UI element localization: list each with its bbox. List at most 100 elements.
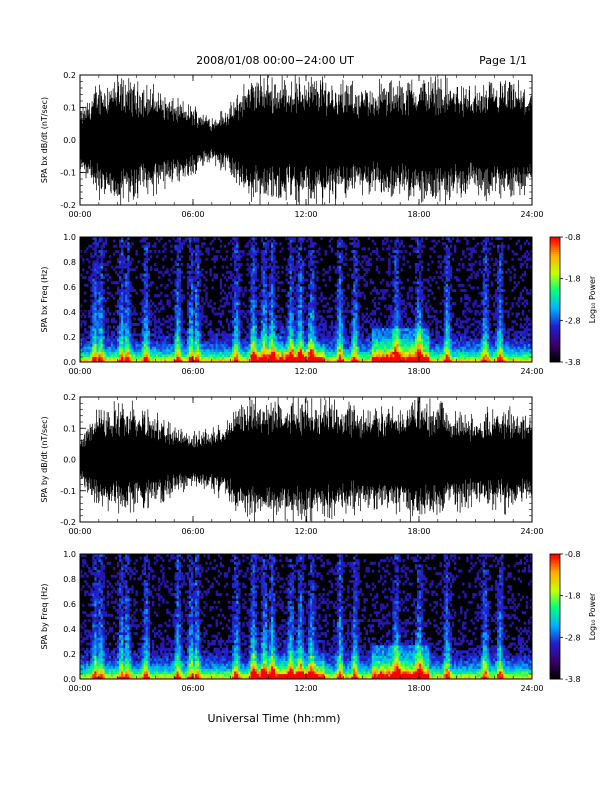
spectrogram-cell [312,300,314,303]
spectrogram-cell [425,333,427,336]
spectrogram-cell [224,245,226,248]
spectrogram-cell [306,339,308,342]
spectrogram-cell [92,328,94,331]
spectrogram-cell [144,310,146,313]
spectrogram-cell [113,331,115,334]
spectrogram-cell [349,258,351,261]
spectrogram-cell [152,344,154,347]
spectrogram-cell [123,300,125,303]
spectrogram-cell [361,313,363,316]
spectrogram-cell [368,260,370,263]
spectrogram-cell [121,336,123,339]
spectrogram-cell [267,323,269,326]
spectrogram-cell [392,318,394,321]
spectrogram-cell [107,331,109,334]
spectrogram-cell [316,344,318,347]
spectrogram-cell [107,318,109,321]
spectrogram-cell [255,352,257,355]
spectrogram-cell [156,352,158,355]
spectrogram-cell [222,352,224,355]
spectrogram-cell [417,341,419,344]
spectrogram-cell [296,305,298,308]
spectrogram-cell [189,313,191,316]
spectrogram-cell [234,302,236,305]
spectrogram-cell [251,331,253,334]
spectrogram-cell [314,289,316,292]
x-tick-label: 24:00 [520,210,543,219]
spectrogram-cell [226,318,228,321]
spectrogram-cell [322,346,324,349]
spectrogram-cell [224,339,226,342]
y-axis-label: SPA bx dB/dt (nT/sec) [40,97,49,183]
spectrogram-cell [376,292,378,295]
spectrogram-cell [405,250,407,253]
spectrogram-cell [242,349,244,352]
spectrogram-cell [312,323,314,326]
spectrogram-cell [396,253,398,256]
spectrogram-cell [158,357,160,360]
spectrogram-cell [405,346,407,349]
spectrogram-cell [288,339,290,342]
spectrogram-cell [394,242,396,245]
spectrogram-cell [117,339,119,342]
spectrogram-cell [205,271,207,274]
spectrogram-cell [271,266,273,269]
spectrogram-cell [341,331,343,334]
spectrogram-cell [119,323,121,326]
spectrogram-cell [177,310,179,313]
spectrogram-cell [191,286,193,289]
spectrogram-cell [199,318,201,321]
spectrogram-cell [191,302,193,305]
spectrogram-cell [320,344,322,347]
spectrogram-cell [401,318,403,321]
spectrogram-cell [228,354,230,357]
spectrogram-cell [175,289,177,292]
spectrogram-cell [316,346,318,349]
spectrogram-cell [113,326,115,329]
spectrogram-cell [288,323,290,326]
spectrogram-cell [90,289,92,292]
spectrogram-cell [351,354,353,357]
spectrogram-cell [331,294,333,297]
spectrogram-cell [230,352,232,355]
spectrogram-cell [300,300,302,303]
spectrogram-cell [189,279,191,282]
spectrogram-cell [357,333,359,336]
spectrogram-cell [366,349,368,352]
spectrogram-cell [207,349,209,352]
spectrogram-cell [269,258,271,261]
spectrogram-cell [398,344,400,347]
spectrogram-cell [273,294,275,297]
spectrogram-cell [300,292,302,295]
spectrogram-cell [209,336,211,339]
spectrogram-cell [183,336,185,339]
spectrogram-cell [374,331,376,334]
spectrogram-cell [164,354,166,357]
spectrogram-cell [312,289,314,292]
spectrogram-cell [230,320,232,323]
spectrogram-cell [211,286,213,289]
spectrogram-cell [242,294,244,297]
spectrogram-cell [181,315,183,318]
spectrogram-cell [425,323,427,326]
spectrogram-cell [244,341,246,344]
spectrogram-cell [298,310,300,313]
spectrogram-cell [337,250,339,253]
spectrogram-cell [253,315,255,318]
spectrogram-cell [115,245,117,248]
spectrogram-cell [339,333,341,336]
spectrogram-cell [370,333,372,336]
spectrogram-cell [306,344,308,347]
spectrogram-cell [263,354,265,357]
spectrogram-cell [296,255,298,258]
spectrogram-cell [103,305,105,308]
spectrogram-cell [129,318,131,321]
spectrogram-cell [119,289,121,292]
spectrogram-cell [144,240,146,243]
spectrogram-cell [117,333,119,336]
spectrogram-cell [187,333,189,336]
spectrogram-cell [230,346,232,349]
spectrogram-cell [84,320,86,323]
spectrogram-cell [146,245,148,248]
spectrogram-cell [296,349,298,352]
